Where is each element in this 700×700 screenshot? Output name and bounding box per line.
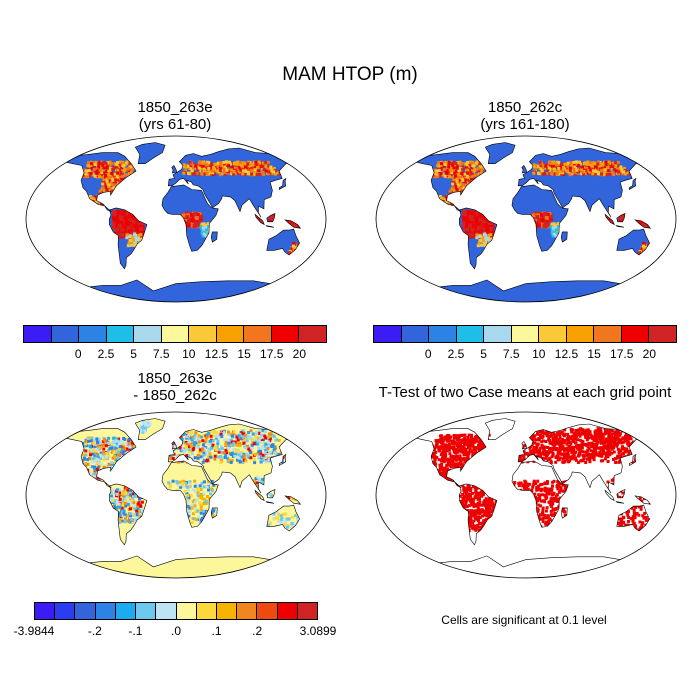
colorbar-swatch	[484, 326, 512, 342]
map-boundary	[375, 411, 677, 579]
panel-c-title-line2: - 1850_262c	[133, 387, 217, 404]
ttest-note: Cells are significant at 0.1 level	[441, 613, 607, 627]
map-boundary	[25, 135, 327, 303]
colorbar-swatch	[216, 326, 245, 342]
figure-title: MAM HTOP (m)	[282, 64, 418, 85]
map-boundary	[375, 135, 677, 303]
panel-a-title-line2: (yrs 61-80)	[138, 116, 212, 133]
land-japan	[629, 454, 636, 466]
panel-d-title-line1: T-Test of two Case means at each grid po…	[378, 384, 672, 401]
land-antarctica	[63, 555, 289, 578]
colorbar-swatch	[51, 326, 80, 342]
colorbar-swatch	[156, 603, 177, 619]
colorbar-tick-label: .0	[170, 624, 182, 638]
land-antarctica	[63, 279, 289, 302]
land-greenland	[135, 142, 166, 164]
colorbar-swatch	[297, 603, 318, 619]
panel-c-title: 1850_263e - 1850_262c	[40, 370, 310, 404]
map-boundary	[25, 411, 327, 579]
colorbar-tick-label: 5	[130, 347, 137, 361]
colorbar-swatch	[456, 326, 485, 342]
colorbar-swatch	[176, 603, 197, 619]
colorbar-tick-label: 0	[424, 347, 432, 361]
colorbar-swatch	[136, 603, 157, 619]
colorbar-difference	[34, 602, 318, 620]
colorbar-swatch	[237, 603, 258, 619]
colorbar-swatch	[35, 603, 56, 619]
panel-b-title: 1850_262c (yrs 161-180)	[390, 99, 660, 133]
colorbar-case-a	[23, 325, 327, 343]
colorbar-swatch	[511, 326, 540, 342]
colorbar-tick-label: 15	[237, 347, 251, 361]
land-madagascar	[211, 231, 218, 243]
colorbar-swatch	[594, 326, 622, 342]
colorbar-tick-label: 15	[587, 347, 601, 361]
colorbar-tick-label: -.1	[128, 624, 143, 638]
colorbar-swatch	[95, 603, 116, 619]
map-case-b	[375, 135, 677, 303]
land-indonesia1	[605, 490, 615, 501]
land-japan	[629, 178, 636, 190]
land-japan	[279, 178, 286, 190]
colorbar-tick-label: 5	[480, 347, 487, 361]
colorbar-tick-label: 12.5	[554, 347, 579, 361]
panel-c-title-line1: 1850_263e	[137, 370, 213, 387]
colorbar-tick-label: 2.5	[97, 347, 115, 361]
colorbar-swatch	[55, 603, 76, 619]
land-antarctica	[413, 555, 639, 578]
colorbar-swatch	[539, 326, 567, 342]
colorbar-swatch	[277, 603, 298, 619]
colorbar-tick-label: -.2	[87, 624, 102, 638]
colorbar-swatch	[374, 326, 402, 342]
colorbar-swatch	[244, 326, 272, 342]
colorbar-swatch	[429, 326, 457, 342]
colorbar-tick-label: 7.5	[502, 347, 520, 361]
colorbar-tick-label: 17.5	[610, 347, 634, 361]
colorbar-swatch	[299, 326, 327, 342]
land-antarctica	[413, 279, 639, 302]
colorbar-tick-label: 12.5	[204, 347, 229, 361]
colorbar-swatch	[79, 326, 107, 342]
colorbar-tick-label: 20	[642, 347, 657, 361]
colorbar-swatch	[24, 326, 52, 342]
panel-a-title-line1: 1850_263e	[137, 99, 213, 116]
colorbar-swatch	[621, 326, 650, 342]
colorbar-swatch	[271, 326, 300, 342]
colorbar-swatch	[161, 326, 190, 342]
colorbar-tick-label: 10	[182, 347, 196, 361]
panel-a-title: 1850_263e (yrs 61-80)	[40, 99, 310, 133]
map-ttest	[375, 411, 677, 579]
colorbar-swatch	[649, 326, 677, 342]
colorbar-tick-label: -3.9844	[13, 624, 55, 638]
colorbar-tick-label: .1	[211, 624, 222, 638]
map-difference	[25, 411, 327, 579]
colorbar-tick-label: 2.5	[447, 347, 465, 361]
land-madagascar	[561, 231, 568, 243]
colorbar-swatch	[401, 326, 430, 342]
colorbar-swatch	[115, 603, 137, 619]
colorbar-swatch	[566, 326, 595, 342]
colorbar-swatch	[196, 603, 217, 619]
colorbar-swatch	[216, 603, 238, 619]
colorbar-tick-label: 10	[532, 347, 546, 361]
colorbar-tick-label: 3.0899	[299, 624, 337, 638]
land-greenland	[485, 418, 516, 440]
colorbar-tick-label: 0	[74, 347, 82, 361]
colorbar-tick-label: 20	[292, 347, 307, 361]
colorbar-tick-label: 17.5	[260, 347, 284, 361]
panel-b-title-line2: (yrs 161-180)	[480, 116, 570, 133]
colorbar-swatch	[106, 326, 135, 342]
colorbar-case-b	[373, 325, 677, 343]
map-case-a	[25, 135, 327, 303]
colorbar-swatch	[257, 603, 278, 619]
colorbar-tick-label: 7.5	[152, 347, 170, 361]
colorbar-swatch	[75, 603, 96, 619]
panel-b-title-line1: 1850_262c	[487, 99, 563, 116]
panel-d-title: T-Test of two Case means at each grid po…	[345, 384, 700, 401]
colorbar-swatch	[189, 326, 217, 342]
colorbar-swatch	[134, 326, 162, 342]
colorbar-tick-label: .2	[252, 624, 263, 638]
land-greenland	[485, 142, 516, 164]
